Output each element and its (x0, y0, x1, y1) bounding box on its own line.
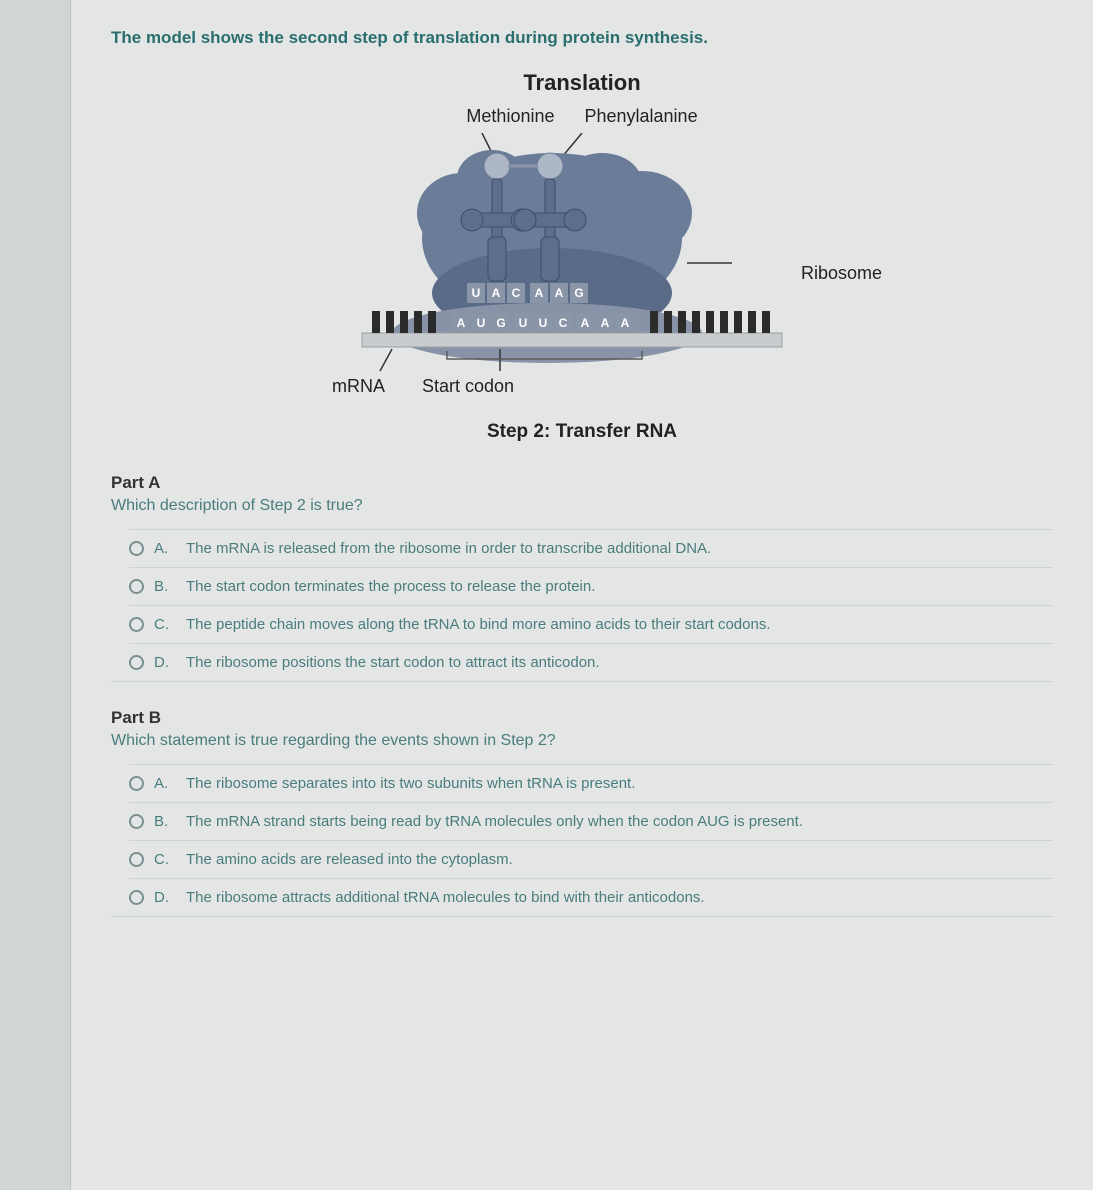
option-letter: B. (154, 578, 176, 595)
option-letter: C. (154, 616, 176, 633)
diagram-title: Translation (302, 70, 862, 96)
part-a-option-b[interactable]: B. The start codon terminates the proces… (129, 567, 1053, 605)
svg-text:A: A (601, 316, 610, 330)
part-a-header: Part A (111, 473, 1053, 493)
mrna-teeth-right (650, 311, 770, 333)
option-text: The ribosome positions the start codon t… (186, 654, 600, 671)
option-text: The mRNA strand starts being read by tRN… (186, 813, 803, 830)
radio-icon[interactable] (129, 541, 144, 556)
option-letter: B. (154, 813, 176, 830)
radio-icon[interactable] (129, 776, 144, 791)
option-text: The ribosome separates into its two subu… (186, 775, 635, 792)
svg-text:A: A (457, 316, 466, 330)
translation-svg: U A C A A G A U (302, 133, 862, 393)
part-a-option-d[interactable]: D. The ribosome positions the start codo… (129, 643, 1053, 681)
option-text: The ribosome attracts additional tRNA mo… (186, 889, 705, 906)
amino-acid-labels: Methionine Phenylalanine (302, 106, 862, 127)
svg-text:G: G (574, 286, 583, 300)
radio-icon[interactable] (129, 814, 144, 829)
codon-row: A U G U U C A A A (452, 313, 634, 333)
option-letter: A. (154, 775, 176, 792)
svg-text:U: U (539, 316, 548, 330)
part-b-question: Which statement is true regarding the ev… (111, 732, 1053, 750)
svg-text:U: U (477, 316, 486, 330)
mrna-label: mRNA (332, 376, 385, 397)
part-a-option-a[interactable]: A. The mRNA is released from the ribosom… (129, 529, 1053, 567)
option-letter: A. (154, 540, 176, 557)
part-b-options: A. The ribosome separates into its two s… (111, 764, 1053, 917)
aa-label-phenylalanine: Phenylalanine (584, 106, 697, 127)
radio-icon[interactable] (129, 579, 144, 594)
intro-text: The model shows the second step of trans… (111, 28, 1053, 48)
svg-text:A: A (535, 286, 544, 300)
page-content: The model shows the second step of trans… (70, 0, 1093, 1190)
option-letter: D. (154, 654, 176, 671)
option-letter: C. (154, 851, 176, 868)
part-b-option-c[interactable]: C. The amino acids are released into the… (129, 840, 1053, 878)
part-b-header: Part B (111, 708, 1053, 728)
part-a-option-c[interactable]: C. The peptide chain moves along the tRN… (129, 605, 1053, 643)
radio-icon[interactable] (129, 890, 144, 905)
part-b-option-d[interactable]: D. The ribosome attracts additional tRNA… (129, 878, 1053, 916)
aa-sphere-2 (537, 153, 563, 179)
left-margin (0, 0, 70, 1190)
aa-label-methionine: Methionine (466, 106, 554, 127)
mrna-bar (362, 333, 782, 347)
svg-text:G: G (496, 316, 505, 330)
svg-text:A: A (621, 316, 630, 330)
aa-sphere-1 (484, 153, 510, 179)
option-text: The peptide chain moves along the tRNA t… (186, 616, 771, 633)
part-a-options: A. The mRNA is released from the ribosom… (111, 529, 1053, 682)
svg-text:U: U (519, 316, 528, 330)
option-text: The mRNA is released from the ribosome i… (186, 540, 711, 557)
diagram-svg-holder: U A C A A G A U (302, 133, 862, 393)
part-a-question: Which description of Step 2 is true? (111, 497, 1053, 515)
svg-text:C: C (512, 286, 521, 300)
svg-text:A: A (492, 286, 501, 300)
svg-text:A: A (581, 316, 590, 330)
ribosome-label: Ribosome (801, 263, 882, 284)
option-letter: D. (154, 889, 176, 906)
start-codon-label: Start codon (422, 376, 514, 397)
diagram-caption: Step 2: Transfer RNA (302, 421, 862, 443)
translation-diagram: Translation Methionine Phenylalanine (302, 70, 862, 443)
radio-icon[interactable] (129, 617, 144, 632)
option-text: The start codon terminates the process t… (186, 578, 595, 595)
svg-text:U: U (472, 286, 481, 300)
svg-text:C: C (559, 316, 568, 330)
option-text: The amino acids are released into the cy… (186, 851, 513, 868)
radio-icon[interactable] (129, 852, 144, 867)
svg-text:A: A (555, 286, 564, 300)
part-b-option-a[interactable]: A. The ribosome separates into its two s… (129, 764, 1053, 802)
radio-icon[interactable] (129, 655, 144, 670)
part-b-option-b[interactable]: B. The mRNA strand starts being read by … (129, 802, 1053, 840)
